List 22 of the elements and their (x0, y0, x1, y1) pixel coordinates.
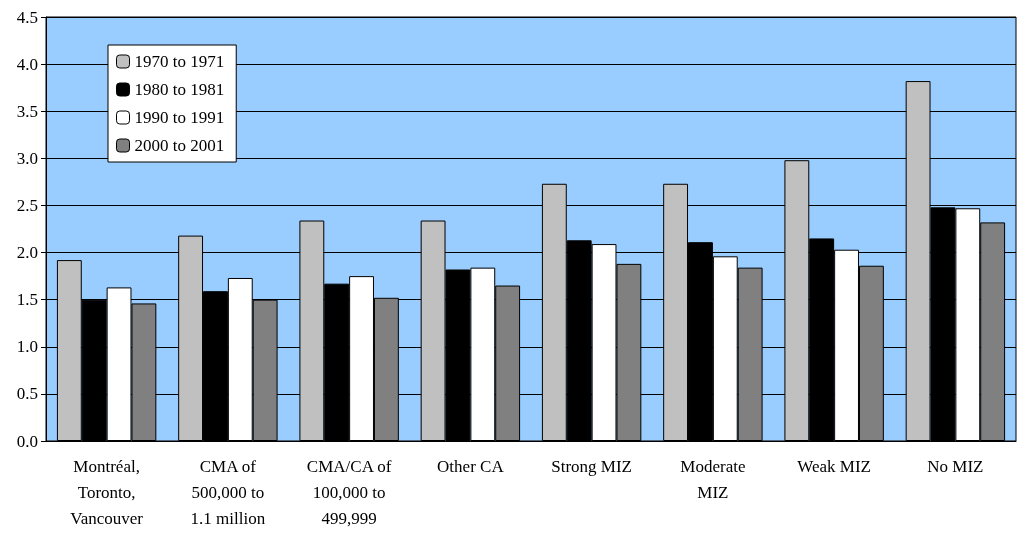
x-tick-label: CMA/CA of 100,000 to 499,999 (306, 456, 392, 528)
x-tick-label: Montréal, Toronto, Vancouver (70, 456, 144, 528)
x-tick-label: Moderate MIZ (680, 456, 746, 502)
legend-label: 2000 to 2001 (134, 136, 225, 155)
y-tick-label: 4.5 (16, 7, 38, 27)
y-tick-label: 3.0 (16, 148, 38, 168)
x-tick-label: CMA of 500,000 to 1.1 million (190, 456, 266, 528)
y-tick-label: 0.5 (16, 384, 38, 404)
y-tick-label: 2.5 (16, 195, 38, 215)
legend-label: 1970 to 1971 (134, 52, 225, 71)
legend-label: 1980 to 1981 (134, 80, 225, 99)
y-tick-label: 0.0 (16, 431, 38, 451)
y-tick-label: 1.5 (16, 290, 38, 310)
x-tick-label: Strong MIZ (551, 456, 632, 476)
x-tick-label: No MIZ (927, 456, 984, 476)
x-tick-label: Weak MIZ (797, 456, 871, 476)
x-tick-label: Other CA (437, 456, 505, 476)
legend-label: 1990 to 1991 (134, 108, 225, 127)
y-tick-label: 3.5 (16, 101, 38, 121)
y-tick-label: 1.0 (16, 337, 38, 357)
y-tick-label: 4.0 (16, 54, 38, 74)
y-tick-label: 2.0 (16, 243, 38, 263)
